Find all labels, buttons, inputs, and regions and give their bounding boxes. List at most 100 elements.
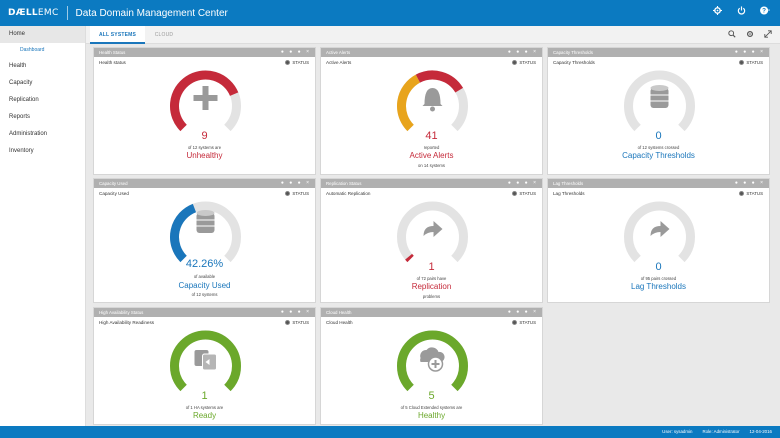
tab-all-systems[interactable]: ALL SYSTEMS (90, 26, 145, 44)
sidebar-item-replication[interactable]: Replication (9, 97, 39, 103)
status-label: STATUS (746, 191, 763, 196)
widget-label: Capacity Thresholds (622, 151, 695, 160)
widget-title: Capacity Used (99, 180, 128, 186)
widget-header: Capacity Thresholds ● ● ● × (548, 48, 769, 57)
widget-extra: of 12 systems (191, 292, 218, 297)
status-label: STATUS (746, 60, 763, 65)
widget-capacity-used: Capacity Used ● ● ● × Capacity Used STAT… (93, 178, 316, 303)
widget-controls[interactable]: ● ● ● × (734, 180, 765, 186)
widget-gauge (397, 330, 468, 392)
gauge-track (397, 201, 468, 263)
widget-gauge (170, 70, 241, 132)
status-label: STATUS (519, 60, 536, 65)
widget-status[interactable]: STATUS (512, 191, 536, 196)
widget-controls[interactable]: ● ● ● × (507, 180, 538, 186)
widget-status[interactable]: STATUS (285, 191, 309, 196)
app-header: DÆLLEMC Data Domain Management Center ? (0, 0, 780, 26)
search-icon[interactable] (728, 30, 736, 40)
cloud-plus-icon (420, 347, 445, 372)
tab-cloud[interactable]: CLOUD (154, 32, 174, 38)
sidebar-item-administration[interactable]: Administration (9, 131, 48, 137)
status-dot-icon (285, 60, 291, 65)
share-arrow-icon (423, 221, 443, 237)
gauge-track (624, 70, 695, 132)
database-icon (196, 210, 215, 233)
help-icon[interactable]: ? (758, 6, 772, 18)
gear-icon[interactable] (710, 6, 724, 18)
widget-controls[interactable]: ● ● ● × (507, 49, 538, 55)
settings-icon[interactable] (746, 30, 754, 40)
gauge-track (624, 201, 695, 263)
widget-gauge (397, 70, 468, 132)
gauge-fill (397, 70, 464, 132)
widget-subtitle: Capacity Thresholds (553, 60, 595, 65)
widget-gauge (397, 201, 468, 263)
widget-subtitle: Automatic Replication (326, 191, 371, 196)
status-dot-icon (285, 320, 291, 325)
footer-date: 12-04-2016 (749, 429, 772, 434)
sidebar-item-health[interactable]: Health (9, 63, 27, 69)
widget-gauge (170, 330, 241, 392)
sidebar-item-dashboard[interactable]: Dashboard (20, 47, 45, 53)
widget-capacity-thresholds: Capacity Thresholds ● ● ● × Capacity Thr… (547, 47, 770, 175)
widget-subtitle: Active Alerts (326, 60, 352, 65)
widget-gauge (624, 70, 695, 132)
status-dot-icon (739, 60, 745, 65)
widget-label: Active Alerts (409, 151, 454, 160)
power-icon[interactable] (734, 6, 748, 18)
widget-ha-status: High Availability Status ● ● ● × High Av… (93, 307, 316, 425)
widget-status[interactable]: STATUS (512, 60, 536, 65)
widget-header: Active Alerts ● ● ● × (321, 48, 542, 57)
widget-header: Cloud Health ● ● ● × (321, 308, 542, 317)
widget-value: 1 (428, 261, 435, 273)
status-label: STATUS (292, 191, 309, 196)
widget-caption: reported (423, 145, 440, 150)
svg-text:?: ? (762, 8, 766, 15)
widget-lag-thresholds: Lag Thresholds ● ● ● × Lag Thresholds ST… (547, 178, 770, 303)
widget-status[interactable]: STATUS (285, 320, 309, 325)
status-footer: User: sysadmin Role: Administrator 12-04… (0, 426, 780, 438)
widget-controls[interactable]: ● ● ● × (280, 309, 311, 315)
share-arrow-icon (650, 221, 670, 237)
widget-status[interactable]: STATUS (739, 191, 763, 196)
widget-subtitle: High Availability Readiness (99, 320, 155, 325)
status-dot-icon (512, 191, 518, 196)
widget-controls[interactable]: ● ● ● × (507, 309, 538, 315)
widget-title: Active Alerts (326, 49, 351, 55)
widget-controls[interactable]: ● ● ● × (734, 49, 765, 55)
widget-header: Lag Thresholds ● ● ● × (548, 179, 769, 188)
status-label: STATUS (292, 320, 309, 325)
status-label: STATUS (519, 320, 536, 325)
status-dot-icon (739, 191, 745, 196)
sidebar-item-capacity[interactable]: Capacity (9, 80, 33, 86)
widget-caption: of 72 pairs have (416, 276, 447, 281)
widget-title: Cloud Health (326, 309, 352, 315)
widget-label: Lag Thresholds (631, 282, 686, 291)
sidebar-item-home[interactable]: Home (0, 26, 85, 43)
app-title: Data Domain Management Center (75, 7, 228, 19)
widget-controls[interactable]: ● ● ● × (280, 49, 311, 55)
widget-status[interactable]: STATUS (512, 320, 536, 325)
widget-active-alerts: Active Alerts ● ● ● × Active Alerts STAT… (320, 47, 543, 175)
widget-label: Unhealthy (186, 151, 223, 160)
widget-health-status: Health Status ● ● ● × Health status STAT… (93, 47, 316, 175)
widget-replication-status: Replication Status ● ● ● × Automatic Rep… (320, 178, 543, 303)
widget-value: 0 (655, 130, 662, 142)
widget-subtitle: Lag Thresholds (553, 191, 585, 196)
widget-value: 1 (201, 390, 208, 402)
status-dot-icon (512, 320, 518, 325)
ha-servers-icon (194, 350, 217, 371)
widget-extra: problems (422, 294, 441, 299)
widget-caption: of 95 pairs crossed (640, 276, 677, 281)
widget-status[interactable]: STATUS (285, 60, 309, 65)
widget-subtitle: Capacity Used (99, 191, 129, 196)
expand-icon[interactable] (764, 30, 772, 40)
plus-icon (193, 86, 218, 110)
sidebar-item-reports[interactable]: Reports (9, 114, 31, 120)
widget-title: High Availability Status (99, 309, 144, 315)
sidebar-item-inventory[interactable]: Inventory (9, 148, 34, 154)
widget-caption: of 12 systems are (187, 145, 222, 150)
status-dot-icon (285, 191, 291, 196)
widget-controls[interactable]: ● ● ● × (280, 180, 311, 186)
widget-status[interactable]: STATUS (739, 60, 763, 65)
